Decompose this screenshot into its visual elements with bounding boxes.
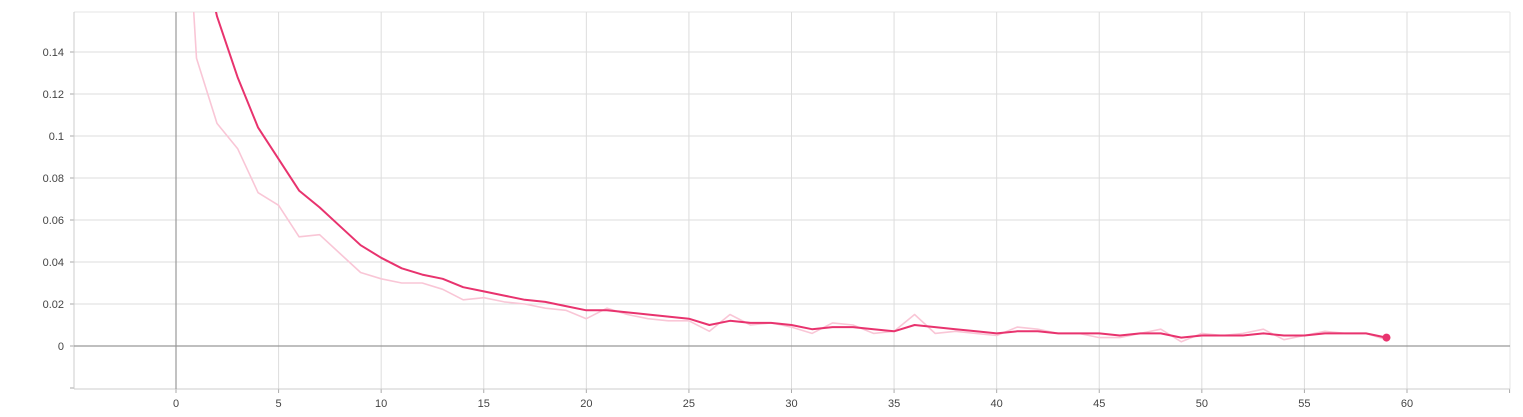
x-tick-label: 15 <box>478 398 490 410</box>
y-tick-label: 0.1 <box>49 131 64 143</box>
x-tick-label: 10 <box>375 398 387 410</box>
series-end-point <box>1382 333 1391 342</box>
x-tick-label: 60 <box>1401 398 1413 410</box>
x-tick-label: 30 <box>785 398 797 410</box>
x-tick-label: 5 <box>276 398 282 410</box>
series-line-raw <box>192 12 1388 343</box>
y-tick-label: 0 <box>58 341 64 353</box>
series-line-smoothed <box>214 12 1388 339</box>
x-tick-label: 50 <box>1196 398 1208 410</box>
x-tick-label: 25 <box>683 398 695 410</box>
x-tick-label: 0 <box>173 398 179 410</box>
x-tick-label: 40 <box>991 398 1003 410</box>
label-layer: 0 5 10 15 20 25 30 35 40 45 50 55 60 0 0.02 0.04 0.06 0.0… <box>43 47 1414 410</box>
y-tick-label: 0.12 <box>43 89 64 101</box>
x-tick-label: 55 <box>1298 398 1310 410</box>
axis-layer <box>70 12 1511 393</box>
x-tick-label: 45 <box>1093 398 1105 410</box>
y-tick-label: 0.02 <box>43 299 64 311</box>
grid-layer <box>74 11 1511 389</box>
y-tick-label: 0.06 <box>43 215 64 227</box>
y-tick-label: 0.04 <box>43 257 64 269</box>
x-tick-label: 20 <box>580 398 592 410</box>
x-tick-label: 35 <box>888 398 900 410</box>
y-tick-label: 0.08 <box>43 173 64 185</box>
series-layer <box>192 12 1388 343</box>
y-tick-label: 0.14 <box>43 47 64 59</box>
marker-layer <box>1382 333 1391 342</box>
